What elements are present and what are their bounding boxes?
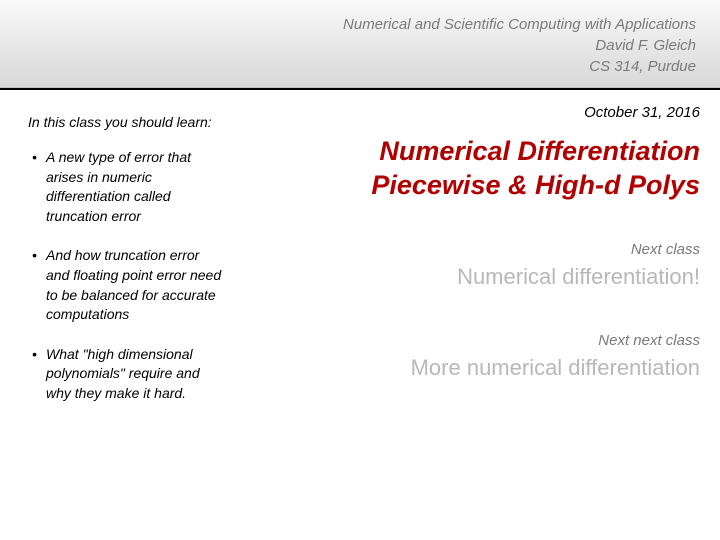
list-item: A new type of error that arises in numer… <box>28 148 225 226</box>
sidebar-heading: In this class you should learn: <box>28 114 225 130</box>
instructor-name: David F. Gleich <box>24 35 696 56</box>
next-class-label: Next class <box>243 241 700 258</box>
next-next-class-topic: More numerical differentiation <box>243 355 700 381</box>
objectives-list: A new type of error that arises in numer… <box>28 148 225 404</box>
main-content: In this class you should learn: A new ty… <box>0 90 720 444</box>
course-code: CS 314, Purdue <box>24 56 696 77</box>
course-title: Numerical and Scientific Computing with … <box>24 14 696 35</box>
list-item: What "high dimensional polynomials" requ… <box>28 345 225 404</box>
slide-title: Numerical Differentiation Piecewise & Hi… <box>243 135 700 203</box>
slide-header: Numerical and Scientific Computing with … <box>0 0 720 88</box>
learning-objectives-sidebar: In this class you should learn: A new ty… <box>28 104 243 424</box>
content-area: October 31, 2016 Numerical Differentiati… <box>243 104 700 424</box>
list-item: And how truncation error and floating po… <box>28 246 225 324</box>
title-line-1: Numerical Differentiation <box>379 136 700 166</box>
next-next-class-label: Next next class <box>243 332 700 349</box>
title-line-2: Piecewise & High-d Polys <box>371 170 700 200</box>
next-class-topic: Numerical differentiation! <box>243 264 700 290</box>
slide-date: October 31, 2016 <box>243 104 700 121</box>
